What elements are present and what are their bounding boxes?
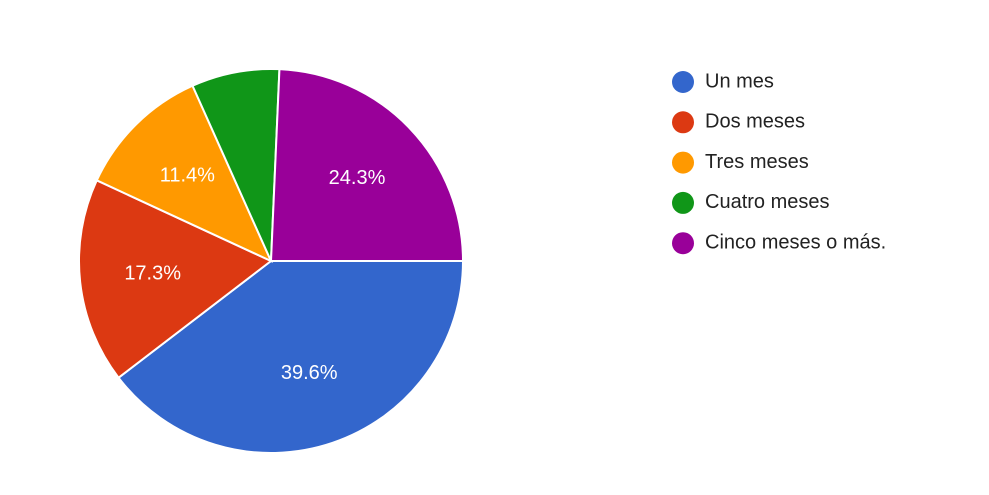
- value-label: 17.3%: [124, 262, 181, 284]
- legend-label: Un mes: [705, 70, 774, 92]
- legend-label: Tres meses: [705, 151, 809, 173]
- value-label: 11.4%: [160, 165, 215, 187]
- pie-slice: [95, 84, 274, 264]
- legend-marker: [672, 191, 694, 214]
- legend-marker: [672, 232, 694, 255]
- legend-marker: [672, 71, 694, 93]
- legend-marker: [672, 151, 694, 174]
- pie-slice: [78, 179, 273, 380]
- legend-label: Cinco meses o más.: [705, 231, 886, 253]
- pie-slice: [269, 68, 465, 262]
- value-label: 24.3%: [329, 167, 386, 189]
- legend-label: Dos meses: [705, 111, 805, 133]
- legend-marker: [672, 111, 694, 134]
- legend-label: Cuatro meses: [705, 191, 830, 213]
- pie-slice: [117, 260, 465, 454]
- value-label: 39.6%: [281, 362, 338, 384]
